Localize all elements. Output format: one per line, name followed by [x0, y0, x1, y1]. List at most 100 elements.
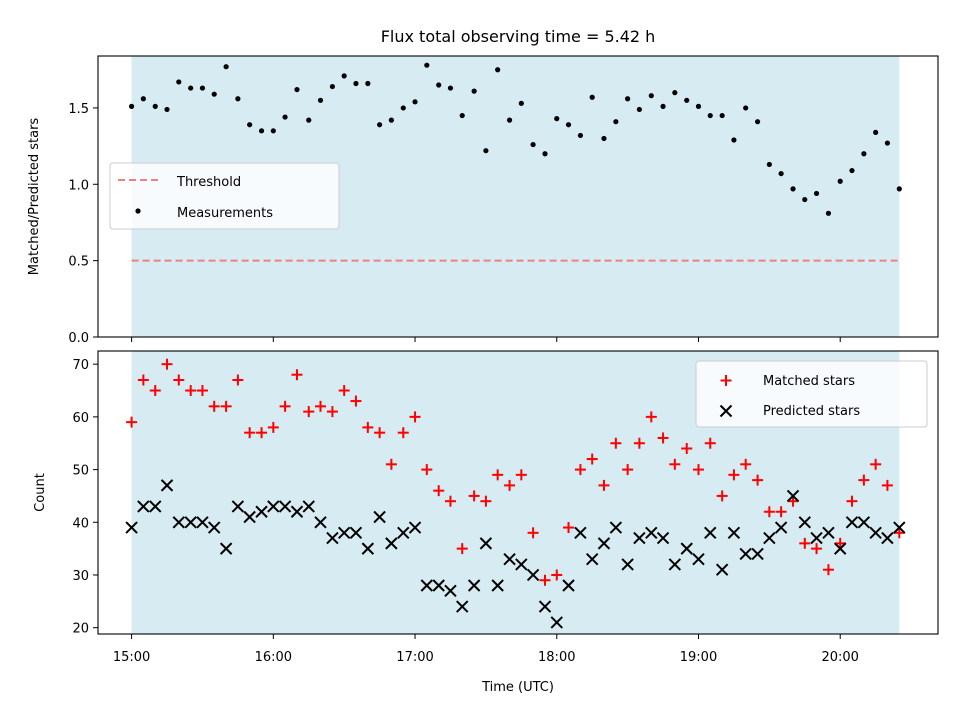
predicted-star-point [893, 521, 906, 534]
measurement-point [294, 86, 300, 93]
measurement-point [329, 83, 336, 90]
measurement-point [873, 129, 879, 135]
top-y-axis-label: Matched/Predicted stars [27, 118, 42, 276]
predicted-star-point [774, 521, 788, 534]
matched-star-point [586, 453, 598, 465]
matched-star-point [657, 432, 669, 444]
measurement-point [825, 210, 832, 216]
predicted-star-point [255, 505, 268, 518]
matched-star-point [303, 406, 315, 418]
predicted-star-point [125, 521, 138, 534]
bottom-axes-frame [97, 350, 939, 635]
measurement-point [837, 178, 843, 184]
top-y-ticks: 0.0 0.5 1.0 1.5 [68, 102, 98, 346]
matched-star-point [551, 569, 563, 581]
predicted-star-point [243, 510, 256, 524]
legend-predicted-label: Predicted stars [763, 404, 860, 419]
matched-star-point [752, 474, 764, 486]
measurement-point [400, 105, 406, 111]
measurement-point [518, 100, 524, 106]
predicted-star-point [278, 500, 292, 513]
legend-predicted-swatch [719, 404, 733, 418]
matched-star-point [504, 479, 516, 491]
top-axes-frame [97, 55, 939, 338]
predicted-star-point [467, 579, 481, 592]
predicted-star-point [585, 552, 599, 566]
matched-star-point [669, 458, 681, 470]
predicted-star-point [609, 521, 623, 534]
y-tick-label: 1.0 [68, 178, 89, 193]
y-tick-label: 30 [72, 569, 89, 584]
matched-star-point [362, 421, 374, 433]
y-tick-label: 0.5 [68, 255, 89, 270]
matched-star-point [480, 495, 492, 507]
x-tick-label: 20:00 [821, 650, 858, 665]
predicted-star-point [373, 510, 386, 524]
bottom-x-ticks: 15:00 16:00 17:00 18:00 19:00 20:00 [113, 634, 859, 665]
matched-star-point [858, 474, 870, 486]
measurement-point [778, 170, 784, 177]
bottom-legend-box [695, 360, 928, 428]
measurement-point [601, 135, 607, 142]
matched-star-point [315, 400, 327, 412]
chart-title: Flux total observing time = 5.42 h [381, 27, 656, 46]
measurement-point [542, 151, 548, 157]
matched-star-point [385, 458, 397, 470]
matched-star-point [633, 437, 645, 449]
bottom-y-ticks: 20 30 40 50 60 70 [72, 358, 98, 637]
measurement-point [164, 106, 170, 113]
matched-star-point [692, 464, 704, 476]
predicted-star-point [444, 584, 457, 597]
predicted-stars-series [125, 479, 906, 629]
bottom-legend: Matched stars Predicted stars [695, 360, 928, 428]
predicted-star-point [515, 558, 528, 571]
measurement-point [436, 82, 442, 88]
measurement-point [306, 117, 312, 123]
matched-star-point [409, 411, 421, 423]
matched-star-point [870, 458, 882, 470]
y-tick-label: 40 [72, 516, 89, 531]
measurement-point [766, 161, 772, 168]
legend-matched-swatch [720, 375, 732, 386]
measurement-point [258, 128, 265, 134]
predicted-star-point [845, 516, 859, 529]
measurement-point [176, 79, 182, 85]
predicted-star-point [267, 500, 280, 513]
matched-star-point [563, 522, 575, 534]
predicted-star-point [597, 537, 611, 550]
predicted-star-point [137, 500, 150, 513]
measurement-point [684, 97, 690, 103]
matched-star-point [196, 385, 208, 397]
matched-star-point [468, 490, 480, 502]
matched-star-point [137, 374, 149, 386]
predicted-star-point [633, 531, 646, 545]
measurement-point [388, 117, 394, 123]
x-tick-label: 17:00 [396, 650, 433, 665]
predicted-star-point [420, 579, 434, 592]
measurement-point [813, 190, 820, 197]
matched-star-point [421, 464, 433, 476]
predicted-star-point [208, 521, 221, 534]
matched-star-point [126, 416, 138, 428]
matched-star-point [775, 506, 787, 518]
matched-star-point [622, 464, 634, 476]
predicted-star-point [302, 500, 315, 513]
predicted-star-point [314, 516, 327, 529]
predicted-star-point [810, 531, 823, 545]
matched-star-point [527, 527, 539, 539]
predicted-star-point [326, 531, 339, 545]
measurement-point [707, 112, 713, 119]
top-x-ticks [131, 337, 841, 342]
predicted-star-point [172, 516, 185, 529]
measurement-point [365, 80, 371, 87]
measurement-point [495, 67, 501, 73]
measurement-point [353, 80, 359, 87]
predicted-star-point [857, 516, 871, 529]
matched-star-point [397, 427, 409, 439]
y-tick-label: 0.0 [68, 331, 89, 346]
predicted-star-point [645, 526, 658, 540]
predicted-star-point [727, 526, 741, 540]
matched-star-point [338, 385, 350, 397]
predicted-star-point [704, 526, 717, 540]
measurement-point [719, 112, 725, 119]
